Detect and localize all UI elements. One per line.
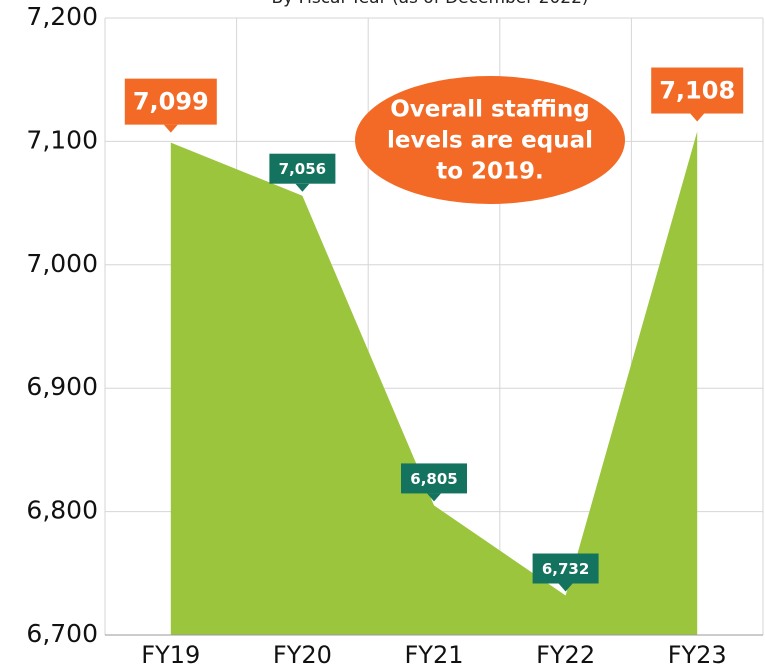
annotation-text: levels are equal [387, 128, 593, 154]
chart-subtitle: By Fiscal Year (as of December 2022) [271, 0, 588, 8]
data-label-box [651, 67, 744, 114]
data-label-pointer [690, 113, 705, 122]
data-label-text: 7,056 [279, 160, 326, 178]
y-tick-label: 7,200 [26, 2, 98, 31]
y-tick-label: 6,900 [26, 372, 98, 401]
data-label-pointer [427, 493, 441, 502]
data-label-pointer [163, 124, 178, 133]
y-tick-label: 7,100 [26, 125, 98, 154]
data-label-box [532, 553, 599, 584]
data-label-box [124, 78, 217, 125]
x-tick-label: FY22 [536, 641, 595, 669]
data-label-text: 6,732 [542, 560, 589, 578]
x-tick-label: FY20 [273, 641, 332, 669]
y-tick-label: 7,000 [26, 249, 98, 278]
data-label-text: 7,108 [659, 77, 735, 105]
x-tick-label: FY23 [668, 641, 727, 669]
data-label: 6,732 [532, 553, 599, 592]
data-label-box [401, 463, 467, 494]
data-label-text: 7,099 [133, 88, 209, 116]
annotation-bubble [355, 76, 625, 204]
x-tick-label: FY21 [404, 641, 463, 669]
annotation-text: to 2019. [436, 159, 544, 185]
area [170, 131, 698, 635]
data-label-pointer [558, 583, 573, 592]
data-label: 7,056 [269, 153, 336, 192]
data-label: 7,099 [124, 78, 217, 133]
data-label: 7,108 [651, 67, 744, 122]
y-tick-label: 6,800 [26, 496, 98, 525]
x-tick-label: FY19 [141, 641, 200, 669]
y-tick-label: 6,700 [26, 619, 98, 648]
data-label-pointer [295, 183, 310, 192]
data-label: 6,805 [401, 463, 467, 502]
data-label-box [269, 153, 336, 184]
annotation-text: Overall staffing [390, 97, 589, 123]
data-label-text: 6,805 [410, 470, 457, 488]
